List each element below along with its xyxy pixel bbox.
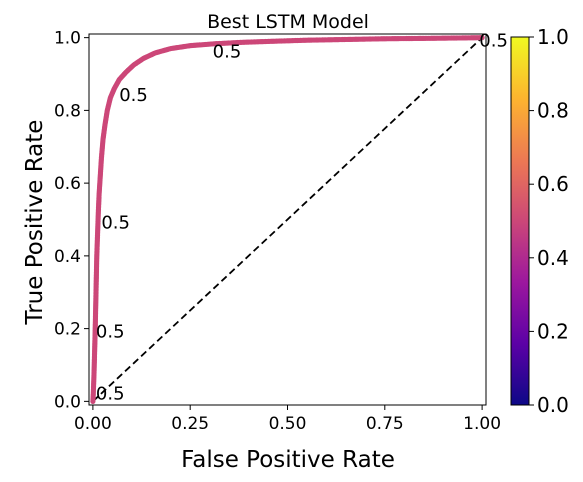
y-axis-ticks: 0.0 0.2 0.4 0.6 0.8 1.0 xyxy=(54,29,89,412)
threshold-label: 0.5 xyxy=(101,212,130,233)
x-tick-label: 0.75 xyxy=(366,414,404,434)
x-tick-label: 0.00 xyxy=(74,414,112,434)
y-tick-label: 0.8 xyxy=(54,101,81,121)
threshold-label: 0.5 xyxy=(119,85,148,106)
plot-area: 0.50.50.50.50.50.5 xyxy=(88,31,508,406)
roc-point xyxy=(479,35,485,41)
y-tick-label: 1.0 xyxy=(54,29,81,49)
threshold-label: 0.5 xyxy=(96,383,125,404)
x-axis-label: False Positive Rate xyxy=(181,447,395,473)
colorbar-tick-label: 0.0 xyxy=(537,393,569,417)
chance-diagonal-line xyxy=(92,36,483,403)
colorbar-tick-label: 1.0 xyxy=(537,25,569,49)
y-tick-label: 0.6 xyxy=(54,174,81,194)
colorbar: 0.0 0.2 0.4 0.6 0.8 1.0 xyxy=(510,25,569,417)
y-tick-label: 0.2 xyxy=(54,320,81,340)
colorbar-tick-label: 0.8 xyxy=(537,99,569,123)
x-tick-label: 1.00 xyxy=(463,414,501,434)
threshold-label: 0.5 xyxy=(96,322,125,343)
colorbar-tick-label: 0.6 xyxy=(537,172,569,196)
colorbar-ticks: 0.0 0.2 0.4 0.6 0.8 1.0 xyxy=(529,25,569,417)
colorbar-tick-label: 0.4 xyxy=(537,246,569,270)
y-tick-label: 0.4 xyxy=(54,247,81,267)
chart-title: Best LSTM Model xyxy=(207,11,369,33)
colorbar-tick-label: 0.2 xyxy=(537,319,569,343)
x-tick-label: 0.50 xyxy=(269,414,307,434)
threshold-annotations: 0.50.50.50.50.50.5 xyxy=(96,31,508,405)
threshold-label: 0.5 xyxy=(213,41,242,62)
colorbar-gradient xyxy=(510,36,530,406)
y-tick-label: 0.0 xyxy=(54,392,81,412)
roc-points xyxy=(90,35,485,404)
x-tick-label: 0.25 xyxy=(171,414,209,434)
y-axis-label: True Positive Rate xyxy=(22,120,48,326)
x-axis-ticks: 0.00 0.25 0.50 0.75 1.00 xyxy=(74,405,501,434)
